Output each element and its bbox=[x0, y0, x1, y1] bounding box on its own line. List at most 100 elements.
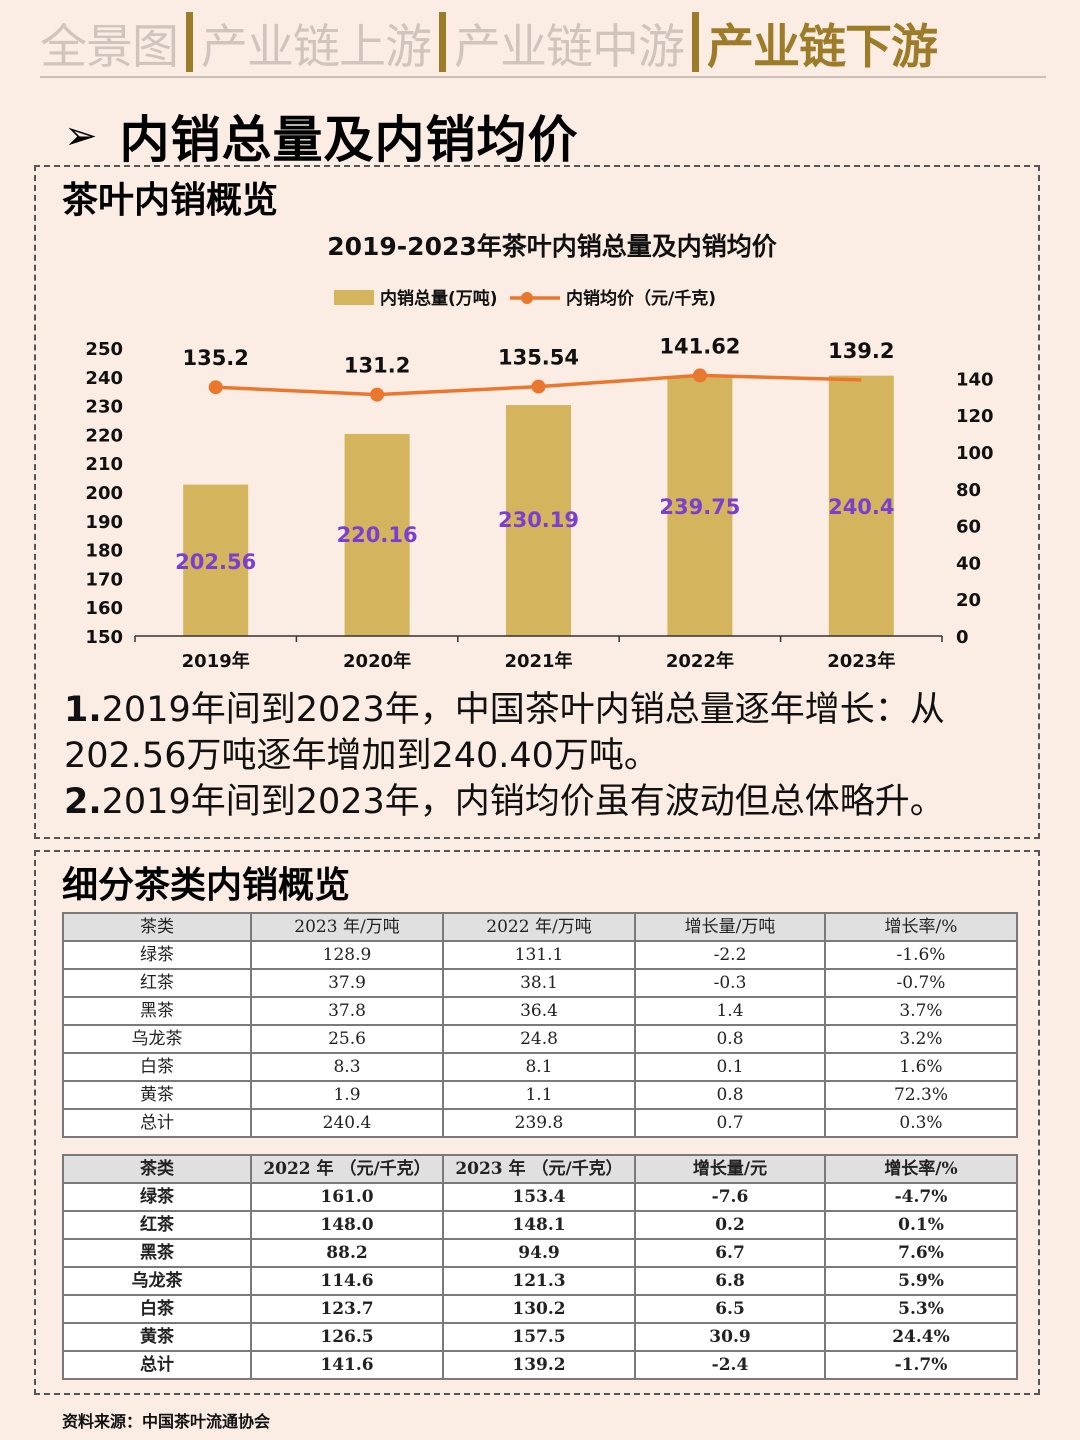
section-title: 细分茶类内销概览 bbox=[62, 865, 351, 906]
table-cell: 黄茶 bbox=[62, 1080, 252, 1110]
table-cell: 1.6% bbox=[824, 1052, 1018, 1082]
table-cell: 0.2 bbox=[634, 1210, 826, 1240]
x-tick-label: 2022年 bbox=[666, 650, 734, 672]
line-data-label: 131.2 bbox=[344, 354, 410, 378]
table-cell: 240.4 bbox=[250, 1108, 444, 1138]
table-cell: 白茶 bbox=[62, 1294, 252, 1324]
table-cell: 5.9% bbox=[824, 1266, 1018, 1296]
nav-separator bbox=[439, 12, 446, 72]
table-row: 黄茶 126.5 157.5 30.9 24.4% bbox=[62, 1322, 1018, 1352]
table-cell: -0.3 bbox=[634, 968, 826, 998]
table-cell: 37.9 bbox=[250, 968, 444, 998]
column-header: 增长率/% bbox=[824, 1154, 1018, 1184]
table-row: 总计 141.6 139.2 -2.4 -1.7% bbox=[62, 1350, 1018, 1380]
table-row: 白茶 8.3 8.1 0.1 1.6% bbox=[62, 1052, 1018, 1082]
y-right-tick-label: 140 bbox=[956, 369, 994, 390]
line-data-label: 135.2 bbox=[182, 346, 248, 370]
bar bbox=[667, 377, 733, 636]
line-data-label: 139.2 bbox=[828, 339, 894, 363]
table-cell: 148.0 bbox=[250, 1210, 444, 1240]
bar bbox=[506, 405, 571, 636]
table-cell: 114.6 bbox=[250, 1266, 444, 1296]
table-cell: 157.5 bbox=[442, 1322, 636, 1352]
table-cell: 0.8 bbox=[634, 1024, 826, 1054]
table-cell: -1.7% bbox=[824, 1350, 1018, 1380]
column-header: 茶类 bbox=[62, 912, 252, 942]
table-cell: 6.5 bbox=[634, 1294, 826, 1324]
y-right-tick-label: 60 bbox=[956, 517, 981, 538]
domestic-sales-overview-panel: 茶叶内销概览 2019-2023年茶叶内销总量及内销均价 内销总量(万吨) 内销均价… bbox=[34, 165, 1040, 839]
table-cell: 5.3% bbox=[824, 1294, 1018, 1324]
column-header: 2022 年 （元/千克） bbox=[250, 1154, 444, 1184]
table-cell: 239.8 bbox=[442, 1108, 636, 1138]
bar bbox=[828, 375, 894, 636]
y-left-tick-label: 190 bbox=[85, 512, 123, 533]
x-tick-label: 2019年 bbox=[182, 650, 250, 672]
table-cell: 绿茶 bbox=[62, 940, 252, 970]
table-row: 绿茶 128.9 131.1 -2.2 -1.6% bbox=[62, 940, 1018, 970]
table-cell: 乌龙茶 bbox=[62, 1024, 252, 1054]
table-cell: -0.7% bbox=[824, 968, 1018, 998]
table-cell: 36.4 bbox=[442, 996, 636, 1026]
table-cell: 30.9 bbox=[634, 1322, 826, 1352]
table-cell: 153.4 bbox=[442, 1182, 636, 1212]
table-row: 乌龙茶 25.6 24.8 0.8 3.2% bbox=[62, 1024, 1018, 1054]
table-cell: 0.1 bbox=[634, 1052, 826, 1082]
y-left-tick-label: 200 bbox=[85, 483, 123, 504]
column-header: 增长量/万吨 bbox=[634, 912, 826, 942]
bar bbox=[344, 433, 410, 636]
nav-tab-upstream[interactable]: 产业链上游 bbox=[201, 19, 432, 75]
nav-tab-downstream[interactable]: 产业链下游 bbox=[707, 19, 938, 75]
table-cell: 总计 bbox=[62, 1108, 252, 1138]
line-marker bbox=[531, 379, 546, 394]
nav-separator bbox=[692, 12, 699, 72]
table-cell: 0.8 bbox=[634, 1080, 826, 1110]
y-left-tick-label: 240 bbox=[85, 368, 123, 389]
nav-tab-midstream[interactable]: 产业链中游 bbox=[454, 19, 685, 75]
bar-data-label: 240.4 bbox=[828, 495, 894, 519]
table-row: 黄茶 1.9 1.1 0.8 72.3% bbox=[62, 1080, 1018, 1110]
table-cell: 121.3 bbox=[442, 1266, 636, 1296]
page-title: 内销总量及内销均价 bbox=[119, 111, 579, 169]
table-cell: 1.9 bbox=[250, 1080, 444, 1110]
table-row: 黑茶 37.8 36.4 1.4 3.7% bbox=[62, 996, 1018, 1026]
section-nav: 全景图 产业链上游 产业链中游 产业链下游 bbox=[40, 8, 1046, 78]
y-left-tick-label: 180 bbox=[85, 541, 123, 562]
y-right-tick-label: 20 bbox=[956, 590, 981, 611]
table-cell: 总计 bbox=[62, 1350, 252, 1380]
nav-tab-overview[interactable]: 全景图 bbox=[40, 19, 179, 75]
table-row: 乌龙茶 114.6 121.3 6.8 5.9% bbox=[62, 1266, 1018, 1296]
legend-label: 内销总量(万吨) bbox=[380, 288, 498, 309]
table-cell: 红茶 bbox=[62, 968, 252, 998]
x-tick-label: 2021年 bbox=[504, 650, 572, 672]
table-row: 黑茶 88.2 94.9 6.7 7.6% bbox=[62, 1238, 1018, 1268]
line-marker bbox=[208, 380, 223, 395]
note-item: 1.2019年间到2023年，中国茶叶内销总量逐年增长：从202.56万吨逐年增… bbox=[64, 690, 945, 776]
bar-data-label: 239.75 bbox=[659, 495, 740, 519]
table-cell: 8.3 bbox=[250, 1052, 444, 1082]
table-cell: 3.2% bbox=[824, 1024, 1018, 1054]
column-header: 2023 年 （元/千克） bbox=[442, 1154, 636, 1184]
table-cell: -7.6 bbox=[634, 1182, 826, 1212]
column-header: 2022 年/万吨 bbox=[442, 912, 636, 942]
bar bbox=[183, 484, 249, 636]
table-cell: -4.7% bbox=[824, 1182, 1018, 1212]
table-cell: 3.7% bbox=[824, 996, 1018, 1026]
table-cell: 0.1% bbox=[824, 1210, 1018, 1240]
table-cell: 72.3% bbox=[824, 1080, 1018, 1110]
x-tick-label: 2023年 bbox=[827, 650, 895, 672]
legend-marker bbox=[521, 292, 533, 304]
table-cell: -2.4 bbox=[634, 1350, 826, 1380]
price-by-category-table: 茶类 2022 年 （元/千克） 2023 年 （元/千克） 增长量/元 增长率/% 绿茶… bbox=[62, 1154, 1018, 1380]
legend-swatch-bar bbox=[334, 290, 374, 305]
table-cell: 139.2 bbox=[442, 1350, 636, 1380]
table-row: 绿茶 161.0 153.4 -7.6 -4.7% bbox=[62, 1182, 1018, 1212]
arrow-bullet-icon: ➢ bbox=[64, 113, 98, 159]
legend-label: 内销均价（元/千克) bbox=[566, 288, 716, 309]
line-marker bbox=[370, 387, 385, 402]
table-cell: 白茶 bbox=[62, 1052, 252, 1082]
y-right-tick-label: 120 bbox=[956, 406, 994, 427]
page-title-row: ➢ 内销总量及内销均价 bbox=[64, 100, 579, 172]
table-cell: 1.1 bbox=[442, 1080, 636, 1110]
table-cell: 25.6 bbox=[250, 1024, 444, 1054]
